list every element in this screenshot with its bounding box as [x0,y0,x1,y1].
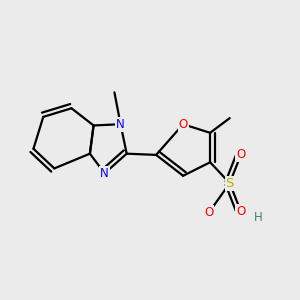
Text: N: N [100,167,109,180]
Text: O: O [236,148,245,161]
Text: O: O [204,206,214,219]
Text: O: O [236,205,245,218]
Text: O: O [178,118,188,131]
Text: H: H [254,211,262,224]
Text: N: N [116,118,125,131]
Text: S: S [226,177,234,190]
